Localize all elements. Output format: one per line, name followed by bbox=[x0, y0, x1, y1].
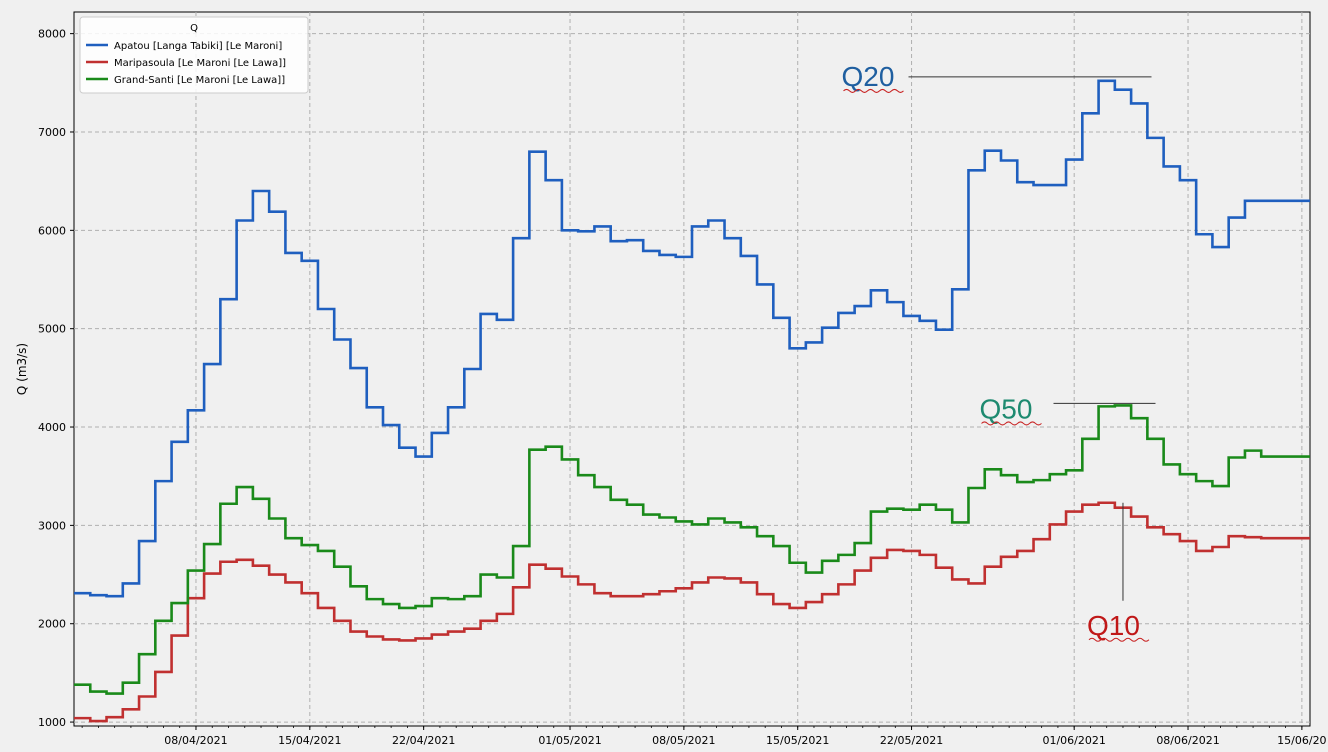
series-line-3 bbox=[74, 404, 1310, 695]
y-axis-label: Q (m3/s) bbox=[15, 343, 29, 395]
y-tick-label: 2000 bbox=[38, 618, 66, 631]
q10-label: Q10 bbox=[1087, 610, 1140, 641]
x-axis: 08/04/2021 15/04/2021 22/04/2021 01/05/2021… bbox=[81, 726, 1327, 747]
annotations: Q20 Q50 Q10 bbox=[842, 61, 1156, 642]
q50-spellcheck-underline bbox=[981, 421, 1042, 426]
x-tick-label: 08/06/2021 bbox=[1156, 734, 1219, 747]
x-tick-label: 15/06/20 bbox=[1277, 734, 1326, 747]
q20-label: Q20 bbox=[842, 61, 895, 92]
x-tick-label: 22/05/2021 bbox=[880, 734, 943, 747]
series-line-1 bbox=[74, 79, 1310, 598]
x-tick-label: 01/06/2021 bbox=[1042, 734, 1105, 747]
grid bbox=[74, 12, 1310, 726]
y-tick-label: 8000 bbox=[38, 28, 66, 41]
legend: Q Apatou [Langa Tabiki] [Le Maroni] Maripa… bbox=[79, 16, 309, 94]
series-line-2 bbox=[74, 501, 1310, 723]
x-tick-label: 15/05/2021 bbox=[766, 734, 829, 747]
legend-label-3: Grand-Santi [Le Maroni [Le Lawa]] bbox=[114, 75, 285, 86]
legend-title: Q bbox=[190, 23, 198, 34]
y-tick-label: 5000 bbox=[38, 323, 66, 336]
plot-area bbox=[73, 11, 1311, 727]
x-tick-label: 15/04/2021 bbox=[278, 734, 341, 747]
y-tick-label: 3000 bbox=[38, 519, 66, 532]
legend-box bbox=[79, 16, 309, 94]
series-group bbox=[74, 79, 1310, 723]
y-tick-label: 7000 bbox=[38, 126, 66, 139]
x-tick-label: 08/04/2021 bbox=[164, 734, 227, 747]
q20-spellcheck-underline bbox=[843, 88, 904, 93]
x-tick-label: 01/05/2021 bbox=[538, 734, 601, 747]
x-tick-label: 08/05/2021 bbox=[652, 734, 715, 747]
x-tick-label: 22/04/2021 bbox=[392, 734, 455, 747]
legend-label-2: Maripasoula [Le Maroni [Le Lawa]] bbox=[114, 58, 286, 69]
q50-label: Q50 bbox=[980, 393, 1033, 424]
legend-label-1: Apatou [Langa Tabiki] [Le Maroni] bbox=[114, 41, 282, 52]
y-tick-label: 1000 bbox=[38, 716, 66, 729]
q10-spellcheck-underline bbox=[1088, 637, 1150, 642]
y-tick-label: 6000 bbox=[38, 224, 66, 237]
y-axis: 1000 2000 3000 4000 5000 6000 7000 8000 bbox=[38, 28, 74, 729]
y-tick-label: 4000 bbox=[38, 421, 66, 434]
